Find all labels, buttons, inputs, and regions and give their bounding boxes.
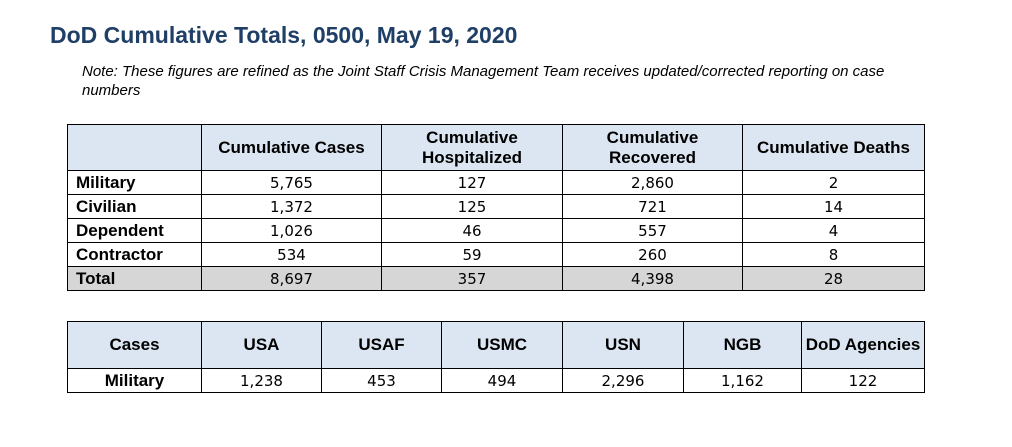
table-row: Military 1,238 453 494 2,296 1,162 122	[67, 368, 925, 393]
column-header-usaf: USAF	[321, 321, 442, 369]
table-cell: 721	[562, 194, 743, 219]
column-header-ngb: NGB	[683, 321, 802, 369]
table-cell: 8,697	[201, 266, 382, 291]
table-row: Military 5,765 127 2,860 2	[67, 170, 925, 195]
table-cell: 46	[381, 218, 563, 243]
table-cell: 127	[381, 170, 563, 195]
total-row: Total 8,697 357 4,398 28	[67, 266, 925, 291]
cumulative-totals-table: Cumulative Cases Cumulative Hospitalized…	[67, 124, 925, 291]
table-header-row: Cases USA USAF USMC USN NGB DoD Agencies	[67, 321, 925, 369]
table-cell: 1,162	[683, 368, 802, 393]
row-label: Total	[67, 266, 202, 291]
column-header-deaths: Cumulative Deaths	[742, 124, 925, 171]
table-cell: 2,860	[562, 170, 743, 195]
column-header-usa: USA	[201, 321, 322, 369]
table-cell: 2,296	[562, 368, 684, 393]
page-title: DoD Cumulative Totals, 0500, May 19, 202…	[50, 22, 518, 48]
table-cell: 534	[201, 242, 382, 267]
column-header-usmc: USMC	[441, 321, 563, 369]
table-cell: 14	[742, 194, 925, 219]
column-header-blank	[67, 124, 202, 171]
row-label: Military	[67, 170, 202, 195]
table-cell: 4	[742, 218, 925, 243]
table-header-row: Cumulative Cases Cumulative Hospitalized…	[67, 124, 925, 171]
table-cell: 125	[381, 194, 563, 219]
table-cell: 2	[742, 170, 925, 195]
table-cell: 494	[441, 368, 563, 393]
column-header-hospitalized: Cumulative Hospitalized	[381, 124, 563, 171]
column-header-cases: Cumulative Cases	[201, 124, 382, 171]
table-cell: 260	[562, 242, 743, 267]
table-cell: 453	[321, 368, 442, 393]
table-cell: 4,398	[562, 266, 743, 291]
column-header-dod-agencies: DoD Agencies	[801, 321, 925, 369]
column-header-cases: Cases	[67, 321, 202, 369]
table-cell: 557	[562, 218, 743, 243]
table-cell: 357	[381, 266, 563, 291]
column-header-usn: USN	[562, 321, 684, 369]
table-row: Contractor 534 59 260 8	[67, 242, 925, 267]
note-text: Note: These figures are refined as the J…	[82, 63, 885, 99]
table-cell: 1,026	[201, 218, 382, 243]
table-cell: 59	[381, 242, 563, 267]
row-label: Contractor	[67, 242, 202, 267]
table-cell: 5,765	[201, 170, 382, 195]
table-row: Dependent 1,026 46 557 4	[67, 218, 925, 243]
table-row: Civilian 1,372 125 721 14	[67, 194, 925, 219]
table-cell: 1,238	[201, 368, 322, 393]
table-cell: 1,372	[201, 194, 382, 219]
row-label: Civilian	[67, 194, 202, 219]
table-cell: 8	[742, 242, 925, 267]
military-branch-table: Cases USA USAF USMC USN NGB DoD Agencies…	[67, 321, 925, 393]
table-cell: 28	[742, 266, 925, 291]
row-label: Military	[67, 368, 202, 393]
column-header-recovered: Cumulative Recovered	[562, 124, 743, 171]
row-label: Dependent	[67, 218, 202, 243]
table-cell: 122	[801, 368, 925, 393]
